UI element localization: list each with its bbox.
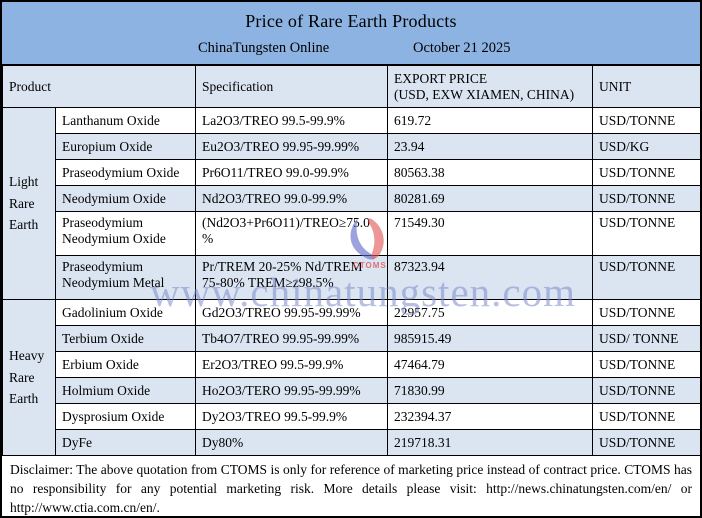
table-row: Terbium Oxide Tb4O7/TREO 99.95-99.99% 98… <box>3 325 700 352</box>
spec-cell: Pr/TREM 20-25% Nd/TREM 75-80% TREM≥z98.5… <box>195 255 388 300</box>
unit-cell: USD/TONNE <box>592 255 700 300</box>
news-link[interactable]: http://news.chinatungsten.com/en/ <box>486 481 672 497</box>
unit-cell: USD/TONNE <box>592 185 700 212</box>
unit-cell: USD/TONNE <box>592 107 700 134</box>
product-cell: Praseodymium Oxide <box>55 159 196 186</box>
spec-cell: Dy80% <box>195 429 388 456</box>
spec-cell: Tb4O7/TREO 99.95-99.99% <box>195 325 388 352</box>
unit-cell: USD/TONNE <box>592 299 700 326</box>
price-cell: 80281.69 <box>387 185 593 212</box>
price-cell: 71830.99 <box>387 377 593 404</box>
price-cell: 232394.37 <box>387 403 593 430</box>
product-cell: Praseodymium Neodymium Oxide <box>55 211 196 256</box>
spec-cell: Nd2O3/TREO 99.0-99.9% <box>195 185 388 212</box>
disclaimer-or: or <box>671 481 692 497</box>
source-label: ChinaTungsten Online <box>198 40 330 56</box>
spec-cell: Pr6O11/TREO 99.0-99.9% <box>195 159 388 186</box>
disclaimer-text: Disclaimer: The above quotation from CTO… <box>10 462 692 497</box>
group-cell-light-rare-earth: Light Rare Earth <box>2 107 56 300</box>
header-unit: UNIT <box>592 65 700 108</box>
header-export-price: EXPORT PRICE (USD, EXW XIAMEN, CHINA) <box>387 65 593 108</box>
unit-cell: USD/ TONNE <box>592 325 700 352</box>
spec-cell: Dy2O3/TREO 99.5-99.9% <box>195 403 388 430</box>
price-cell: 23.94 <box>387 133 593 160</box>
unit-cell: USD/TONNE <box>592 351 700 378</box>
unit-cell: USD/TONNE <box>592 159 700 186</box>
spec-cell: (Nd2O3+Pr6O11)/TREO≥75.0 % <box>195 211 388 256</box>
group-cell-heavy-rare-earth: Heavy Rare Earth <box>2 299 56 456</box>
product-cell: Praseodymium Neodymium Metal <box>55 255 196 300</box>
table-row: Holmium Oxide Ho2O3/TERO 99.95-99.99% 71… <box>3 377 700 404</box>
product-cell: Europium Oxide <box>55 133 196 160</box>
spec-cell: Ho2O3/TERO 99.95-99.99% <box>195 377 388 404</box>
unit-cell: USD/TONNE <box>592 429 700 456</box>
page-title: Price of Rare Earth Products <box>245 11 457 31</box>
table-row: Erbium Oxide Er2O3/TREO 99.5-99.9% 47464… <box>3 351 700 378</box>
table-row: Praseodymium Oxide Pr6O11/TREO 99.0-99.9… <box>3 159 700 186</box>
product-cell: Erbium Oxide <box>55 351 196 378</box>
date-label: October 21 2025 <box>413 40 511 56</box>
product-cell: Lanthanum Oxide <box>55 107 196 134</box>
table-row: Praseodymium Neodymium Metal Pr/TREM 20-… <box>3 255 700 300</box>
table-row: Light Rare Earth Lanthanum Oxide La2O3/T… <box>2 107 700 300</box>
price-cell: 47464.79 <box>387 351 593 378</box>
price-cell: 219718.31 <box>387 429 593 456</box>
price-table: Product Specification EXPORT PRICE (USD,… <box>2 65 700 456</box>
unit-cell: USD/TONNE <box>592 377 700 404</box>
unit-cell: USD/TONNE <box>592 211 700 256</box>
spec-cell: Eu2O3/TREO 99.95-99.99% <box>195 133 388 160</box>
header-specification: Specification <box>195 65 388 108</box>
product-cell: Holmium Oxide <box>55 377 196 404</box>
table-row: Europium Oxide Eu2O3/TREO 99.95-99.99% 2… <box>3 133 700 160</box>
product-cell: Neodymium Oxide <box>55 185 196 212</box>
header-product: Product <box>2 65 196 108</box>
price-cell: 80563.38 <box>387 159 593 186</box>
price-cell: 87323.94 <box>387 255 593 300</box>
disclaimer-period: . <box>156 500 160 516</box>
table-row: DyFe Dy80% 219718.31 USD/TONNE <box>3 429 700 456</box>
table-row: Praseodymium Neodymium Oxide (Nd2O3+Pr6O… <box>3 211 700 256</box>
header-export-price-line2: (USD, EXW XIAMEN, CHINA) <box>394 86 575 102</box>
price-cell: 71549.30 <box>387 211 593 256</box>
table-row: Heavy Rare Earth Gadolinium Oxide Gd2O3/… <box>2 299 700 456</box>
disclaimer: Disclaimer: The above quotation from CTO… <box>2 456 700 516</box>
unit-cell: USD/TONNE <box>592 403 700 430</box>
unit-cell: USD/KG <box>592 133 700 160</box>
price-cell: 22957.75 <box>387 299 593 326</box>
table-header-row: Product Specification EXPORT PRICE (USD,… <box>2 65 700 108</box>
spec-cell: Gd2O3/TREO 99.95-99.99% <box>195 299 388 326</box>
ctia-link[interactable]: http://www.ctia.com.cn/en/ <box>10 500 157 516</box>
product-cell: Dysprosium Oxide <box>55 403 196 430</box>
product-cell: DyFe <box>55 429 196 456</box>
table-row: Dysprosium Oxide Dy2O3/TREO 99.5-99.9% 2… <box>3 403 700 430</box>
title-band: Price of Rare Earth Products ChinaTungst… <box>2 2 700 65</box>
spec-cell: La2O3/TREO 99.5-99.9% <box>195 107 388 134</box>
header-export-price-line1: EXPORT PRICE <box>394 70 488 86</box>
price-cell: 985915.49 <box>387 325 593 352</box>
product-cell: Terbium Oxide <box>55 325 196 352</box>
product-cell: Gadolinium Oxide <box>55 299 196 326</box>
price-cell: 619.72 <box>387 107 593 134</box>
table-row: Neodymium Oxide Nd2O3/TREO 99.0-99.9% 80… <box>3 185 700 212</box>
spec-cell: Er2O3/TREO 99.5-99.9% <box>195 351 388 378</box>
